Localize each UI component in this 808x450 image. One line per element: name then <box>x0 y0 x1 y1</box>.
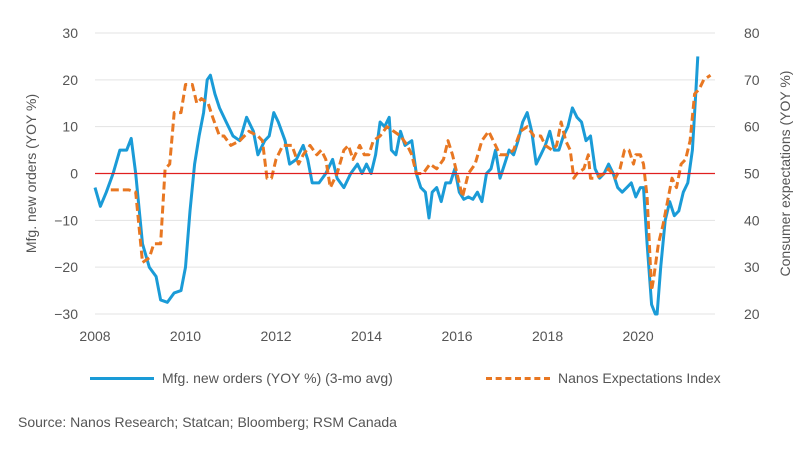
series-line-mfg-new-orders <box>93 56 700 316</box>
legend-item-nanos: Nanos Expectations Index <box>486 366 721 390</box>
y-left-tick-label: 10 <box>62 119 78 135</box>
source-note: Source: Nanos Research; Statcan; Bloombe… <box>18 414 397 430</box>
x-tick-label: 2010 <box>170 328 201 344</box>
y-right-tick-label: 70 <box>744 72 760 88</box>
x-tick-label: 2020 <box>622 328 653 344</box>
x-tick-label: 2016 <box>441 328 472 344</box>
x-tick-label: 2014 <box>351 328 382 344</box>
legend-label-nanos: Nanos Expectations Index <box>558 370 721 386</box>
y-left-axis-title: Mfg. new orders (YOY %) <box>23 94 39 253</box>
legend-item-mfg-orders: Mfg. new orders (YOY %) (3-mo avg) <box>90 366 393 390</box>
x-tick-label: 2012 <box>260 328 291 344</box>
x-tick-label: 2018 <box>532 328 563 344</box>
y-right-tick-label: 40 <box>744 212 760 228</box>
legend-swatch-dashed <box>486 376 550 380</box>
y-left-tick-label: −20 <box>54 259 78 275</box>
y-right-axis-title: Consumer expectations (YOY %) <box>777 71 793 277</box>
y-right-tick-label: 80 <box>744 25 760 41</box>
legend-swatch-solid <box>90 376 154 380</box>
y-left-tick-label: −30 <box>54 306 78 322</box>
y-right-tick-label: 20 <box>744 306 760 322</box>
y-left-tick-label: 20 <box>62 72 78 88</box>
series-line-nanos-expectations <box>110 73 712 293</box>
y-left-tick-label: −10 <box>54 212 78 228</box>
y-right-tick-label: 60 <box>744 119 760 135</box>
legend-label-mfg-orders: Mfg. new orders (YOY %) (3-mo avg) <box>162 370 393 386</box>
y-right-tick-label: 30 <box>744 259 760 275</box>
y-left-tick-label: 30 <box>62 25 78 41</box>
x-tick-label: 2008 <box>79 328 110 344</box>
legend: Mfg. new orders (YOY %) (3-mo avg) Nanos… <box>0 366 808 390</box>
y-right-tick-label: 50 <box>744 166 760 182</box>
y-left-tick-label: 0 <box>70 166 78 182</box>
